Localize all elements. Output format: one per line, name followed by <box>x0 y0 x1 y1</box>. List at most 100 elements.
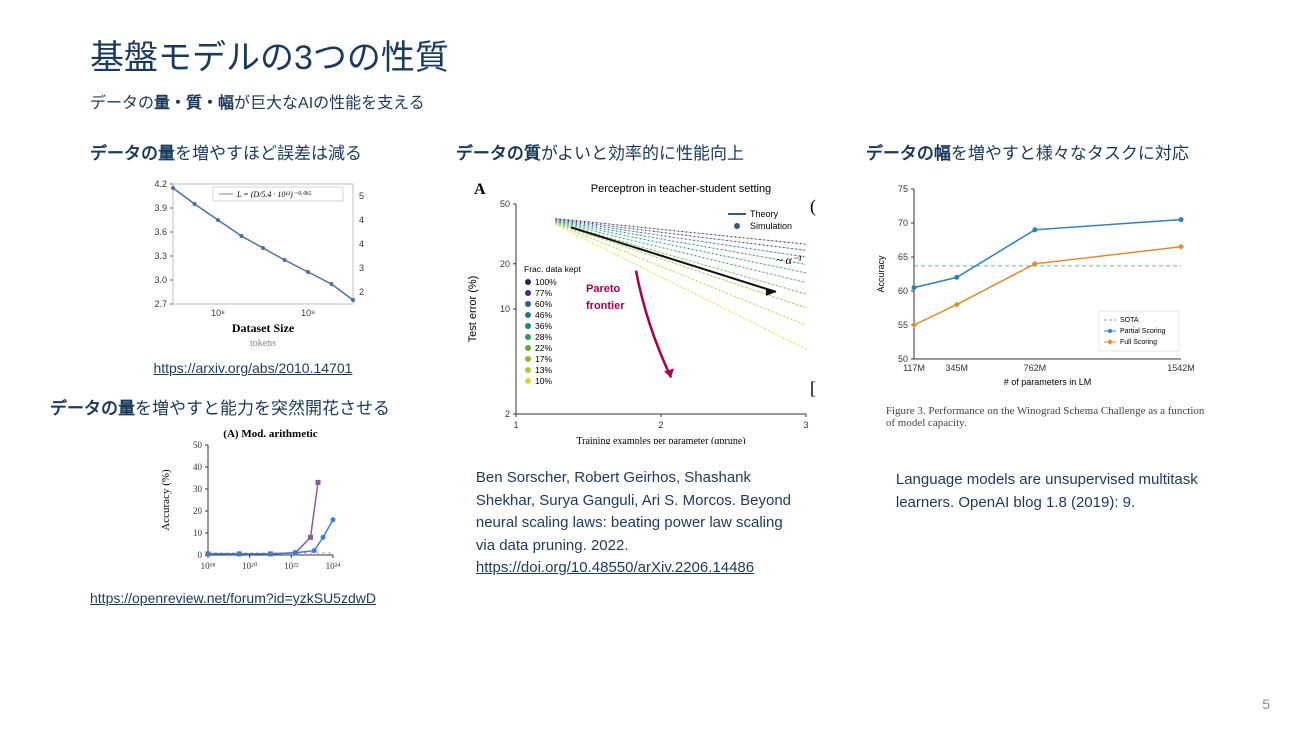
svg-text:70: 70 <box>898 218 908 228</box>
svg-text:Training examples per paramete: Training examples per parameter (αprune) <box>576 436 745 444</box>
col2-cite-text: Ben Sorscher, Robert Geirhos, Shashank S… <box>476 469 791 554</box>
svg-text:345M: 345M <box>945 363 968 373</box>
svg-text:10¹⁸: 10¹⁸ <box>201 561 216 571</box>
svg-text:Simulation: Simulation <box>750 221 792 231</box>
svg-text:5: 5 <box>359 191 364 201</box>
svg-text:Frac. data kept: Frac. data kept <box>524 264 581 274</box>
svg-text:65: 65 <box>898 252 908 262</box>
svg-text:10: 10 <box>193 528 203 538</box>
col3-heading: データの幅を増やすと様々なタスクに対応 <box>866 139 1208 164</box>
emergent-chart: (A) Mod. arithmetic0102030405010¹⁸10²⁰10… <box>90 425 416 580</box>
col2-citation: Ben Sorscher, Robert Geirhos, Shashank S… <box>456 467 826 580</box>
scaling-law-svg: 4.2 3.9 3.6 3.3 3.0 2.7 5 4 4 3 2 10⁸ 10⁹ L = (D/5.4 … <box>123 174 383 354</box>
col2-heading: データの質がよいと効率的に性能向上 <box>456 139 826 164</box>
svg-text:2.7: 2.7 <box>154 299 167 309</box>
col1-subhead-bold: データの量 <box>50 399 135 418</box>
svg-text:Full Scoring: Full Scoring <box>1120 339 1157 346</box>
svg-text:10⁸: 10⁸ <box>211 308 225 318</box>
svg-text:60%: 60% <box>535 299 552 309</box>
col1-head-rest: を増やすほど誤差は減る <box>175 144 362 163</box>
svg-text:10²⁴: 10²⁴ <box>326 561 341 571</box>
winograd-svg: 505560657075117M345M762M1542MAccuracy# o… <box>866 174 1196 394</box>
svg-text:Accuracy (%): Accuracy (%) <box>160 469 172 531</box>
col3-head-bold: データの幅 <box>866 144 951 163</box>
svg-text:10%: 10% <box>535 376 552 386</box>
emergent-link[interactable]: https://openreview.net/forum?id=yzkSU5zd… <box>90 590 376 606</box>
svg-text:75: 75 <box>898 184 908 194</box>
winograd-chart: 505560657075117M345M762M1542MAccuracy# o… <box>866 174 1208 399</box>
svg-text:2: 2 <box>505 409 510 419</box>
svg-text:2: 2 <box>658 420 663 430</box>
col-quality: データの質がよいと効率的に性能向上 A Perceptron in teacher… <box>456 139 826 606</box>
svg-text:20: 20 <box>193 506 203 516</box>
svg-text:3.0: 3.0 <box>154 275 167 285</box>
col-breadth: データの幅を増やすと様々なタスクに対応 505560657075117M345M… <box>866 139 1208 606</box>
col1-heading: データの量を増やすほど誤差は減る <box>90 139 416 164</box>
svg-text:40: 40 <box>193 462 203 472</box>
svg-text:1: 1 <box>513 420 518 430</box>
col-quantity: データの量を増やすほど誤差は減る 4.2 3.9 3.6 3.3 3.0 2.7 5 4 4 3 2… <box>90 139 416 606</box>
svg-text:4.2: 4.2 <box>154 179 167 189</box>
columns: データの量を増やすほど誤差は減る 4.2 3.9 3.6 3.3 3.0 2.7 5 4 4 3 2… <box>90 139 1208 606</box>
svg-text:10⁹: 10⁹ <box>301 308 315 318</box>
svg-text:10²⁰: 10²⁰ <box>242 561 258 571</box>
subtitle-bold: 量・質・幅 <box>154 95 234 112</box>
subtitle-pre: データの <box>90 95 154 112</box>
svg-text:762M: 762M <box>1023 363 1046 373</box>
svg-text:(A) Mod. arithmetic: (A) Mod. arithmetic <box>223 428 318 440</box>
svg-text:# of parameters in LM: # of parameters in LM <box>1004 377 1092 387</box>
svg-text:Dataset Size: Dataset Size <box>232 321 295 335</box>
svg-text:4: 4 <box>359 215 364 225</box>
svg-text:3: 3 <box>359 263 364 273</box>
svg-text:Theory: Theory <box>750 209 779 219</box>
col3-citation: Language models are unsupervised multita… <box>866 469 1208 514</box>
svg-text:10²²: 10²² <box>284 561 299 571</box>
col1-link2: https://openreview.net/forum?id=yzkSU5zd… <box>90 590 416 606</box>
scaling-law-chart: 4.2 3.9 3.6 3.3 3.0 2.7 5 4 4 3 2 10⁸ 10⁹ L = (D/5.4 … <box>90 174 416 354</box>
emergent-svg: (A) Mod. arithmetic0102030405010¹⁸10²⁰10… <box>153 425 353 580</box>
col3-head-rest: を増やすと様々なタスクに対応 <box>951 144 1189 163</box>
svg-text:13%: 13% <box>535 365 552 375</box>
svg-text:Pareto: Pareto <box>586 283 621 295</box>
svg-text:3.6: 3.6 <box>154 227 167 237</box>
svg-text:55: 55 <box>898 320 908 330</box>
col1-subhead-rest: を増やすと能力を突然開花させる <box>135 399 390 418</box>
svg-text:Test error (%): Test error (%) <box>467 276 479 343</box>
col3-figcap: Figure 3. Performance on the Winograd Sc… <box>866 405 1208 429</box>
col1-subhead: データの量を増やすと能力を突然開花させる <box>50 394 416 419</box>
slide: 基盤モデルの3つの性質 データの量・質・幅が巨大なAIの性能を支える データの量… <box>0 0 1298 730</box>
svg-text:A: A <box>474 181 486 198</box>
svg-text:3.3: 3.3 <box>154 251 167 261</box>
svg-text:3: 3 <box>803 420 808 430</box>
svg-text:4: 4 <box>359 239 364 249</box>
svg-text:22%: 22% <box>535 343 552 353</box>
svg-text:(: ( <box>810 196 816 217</box>
col2-head-rest: がよいと効率的に性能向上 <box>541 144 744 163</box>
svg-text:117M: 117M <box>903 363 925 373</box>
svg-text:tokens: tokens <box>250 338 276 349</box>
col2-cite-link[interactable]: https://doi.org/10.48550/arXiv.2206.1448… <box>476 559 754 576</box>
col1-link1: https://arxiv.org/abs/2010.14701 <box>90 360 416 376</box>
svg-text:60: 60 <box>898 286 908 296</box>
scaling-law-link[interactable]: https://arxiv.org/abs/2010.14701 <box>153 360 352 376</box>
svg-text:Perceptron in teacher-student: Perceptron in teacher-student setting <box>591 183 771 195</box>
svg-text:10: 10 <box>500 304 510 314</box>
svg-text:L = (D/5.4 · 10¹³)⁻⁰·⁰⁹⁵: L = (D/5.4 · 10¹³)⁻⁰·⁰⁹⁵ <box>236 190 311 199</box>
pruning-svg: APerceptron in teacher-student setting21… <box>456 174 826 444</box>
slide-subtitle: データの量・質・幅が巨大なAIの性能を支える <box>90 89 1208 113</box>
svg-text:28%: 28% <box>535 332 552 342</box>
svg-text:30: 30 <box>193 484 203 494</box>
svg-text:Accuracy: Accuracy <box>876 255 886 293</box>
svg-text:77%: 77% <box>535 288 552 298</box>
svg-text:3.9: 3.9 <box>154 203 167 213</box>
svg-text:SOTA: SOTA <box>1120 317 1139 324</box>
col2-head-bold: データの質 <box>456 144 541 163</box>
svg-text:36%: 36% <box>535 321 552 331</box>
svg-text:1542M: 1542M <box>1167 363 1195 373</box>
svg-text:frontier: frontier <box>586 300 625 312</box>
svg-text:17%: 17% <box>535 354 552 364</box>
svg-text:50: 50 <box>500 199 510 209</box>
svg-text:2: 2 <box>359 287 364 297</box>
svg-text:46%: 46% <box>535 310 552 320</box>
page-number: 5 <box>1262 696 1270 712</box>
